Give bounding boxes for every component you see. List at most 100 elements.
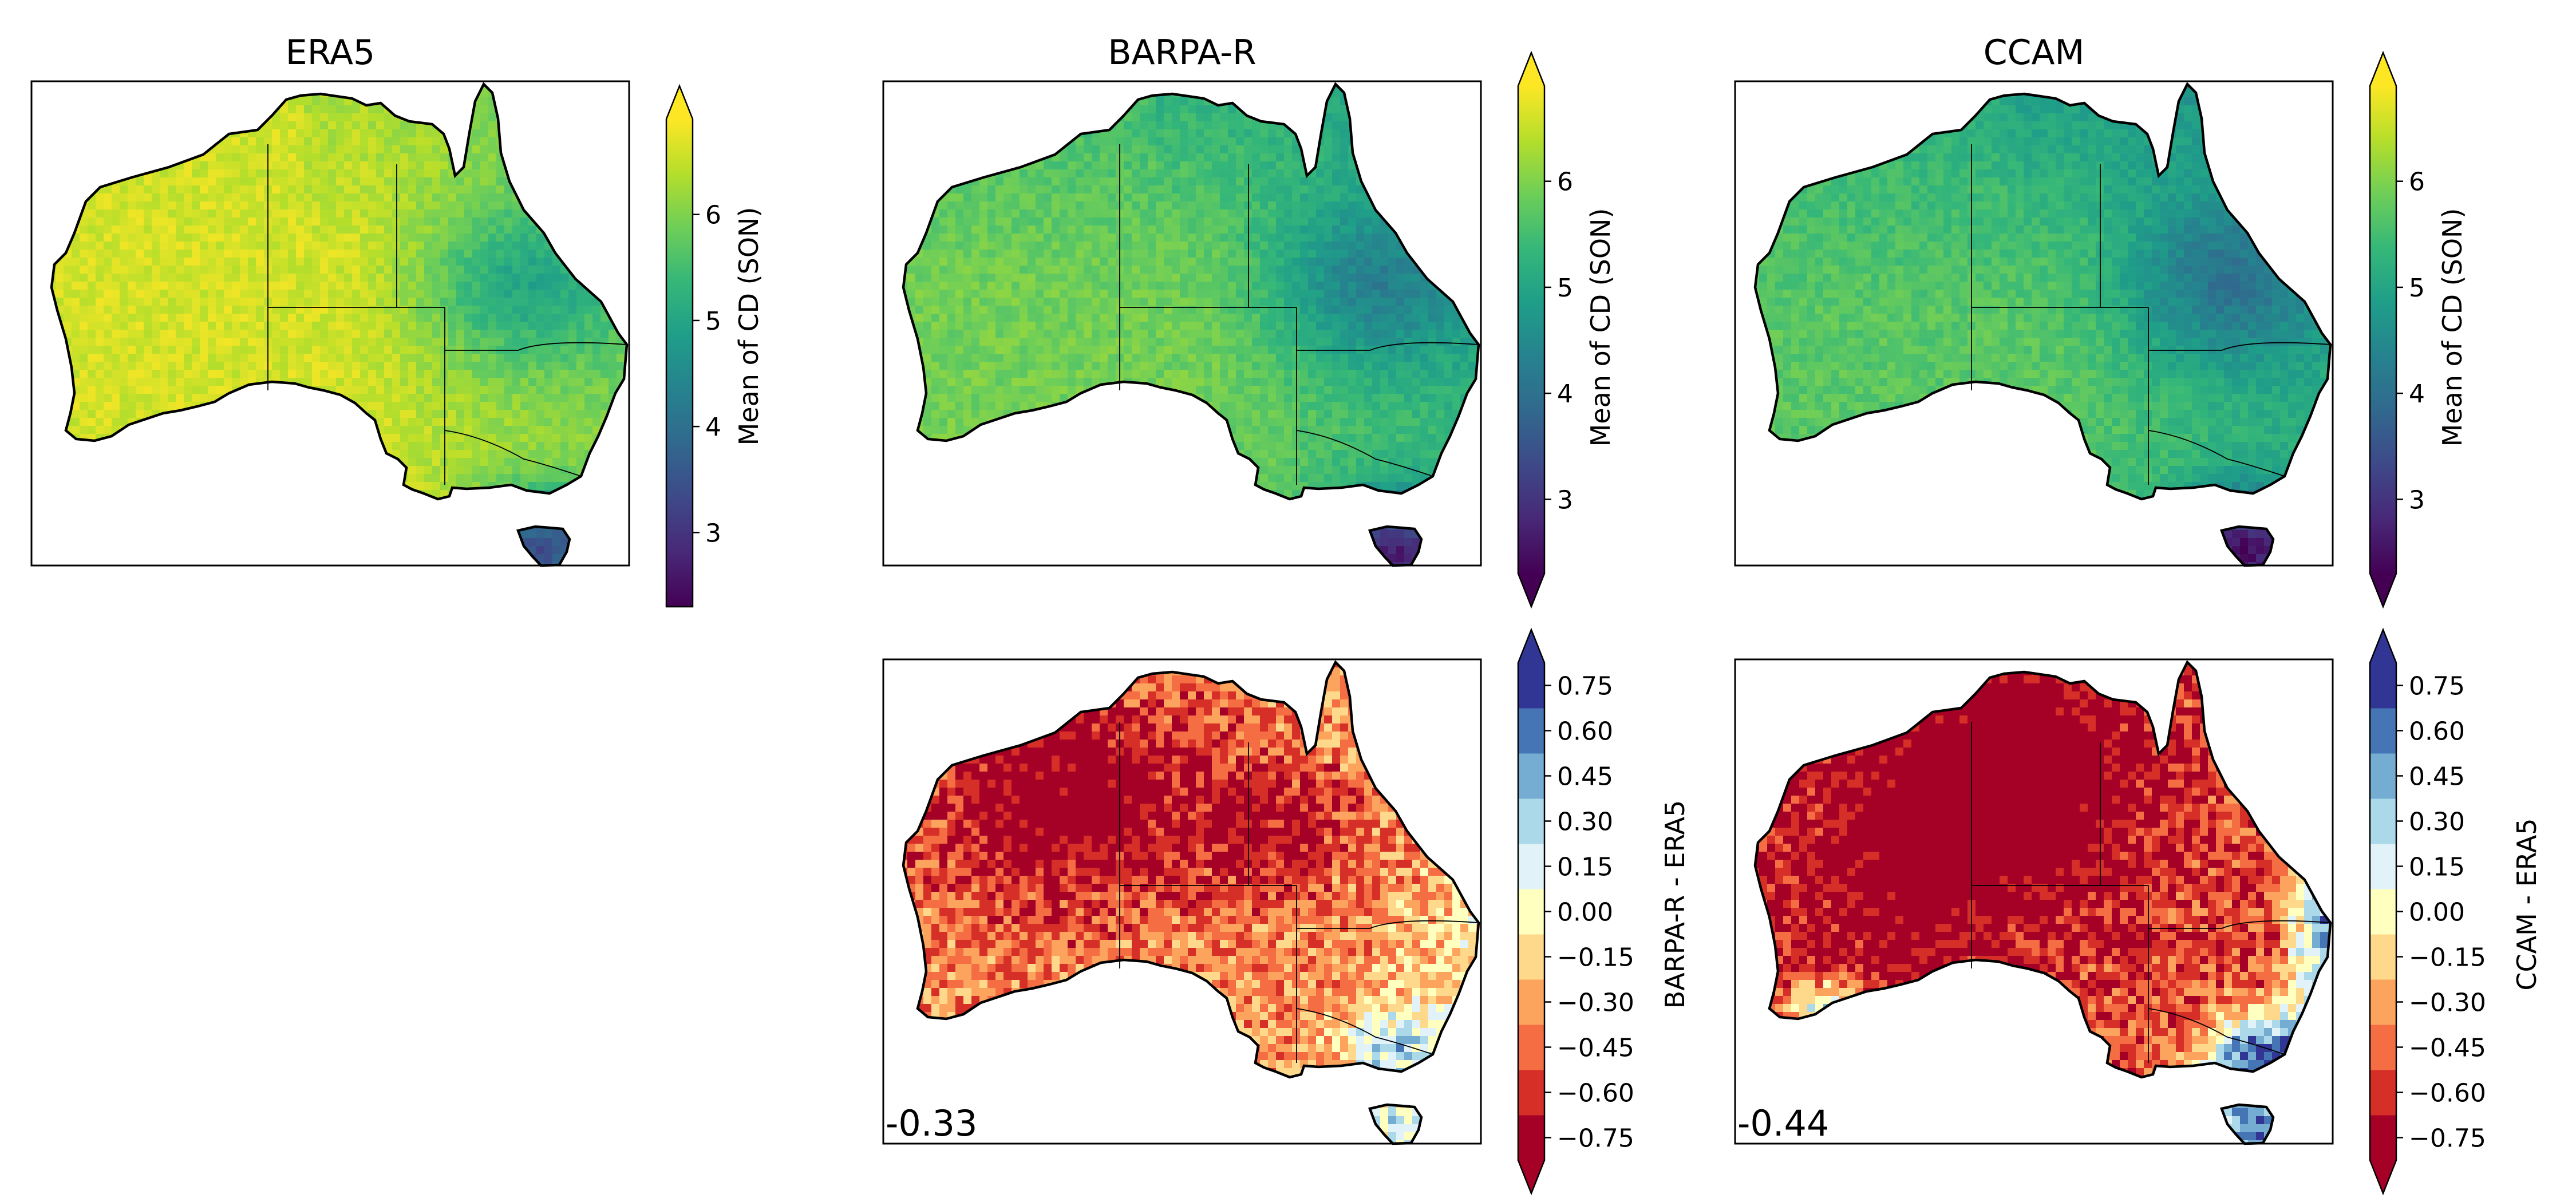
heatmap-cell	[368, 354, 377, 362]
heatmap-cell	[216, 201, 224, 210]
heatmap-cell	[208, 322, 216, 330]
heatmap-cell	[576, 113, 585, 122]
heatmap-cell	[248, 514, 256, 523]
heatmap-cell	[617, 434, 625, 442]
heatmap-cell	[496, 290, 505, 298]
heatmap-cell	[72, 153, 80, 162]
heatmap-cell	[352, 105, 361, 114]
heatmap-cell	[39, 362, 48, 370]
heatmap-cell	[112, 185, 120, 194]
heatmap-cell	[152, 426, 160, 434]
heatmap-cell	[472, 474, 481, 483]
heatmap-cell	[240, 282, 248, 290]
heatmap-cell	[272, 514, 280, 523]
heatmap-cell	[216, 450, 224, 458]
heatmap-cell	[120, 354, 128, 362]
heatmap-cell	[336, 250, 345, 258]
heatmap-cell	[144, 113, 152, 122]
heatmap-cell	[264, 410, 272, 418]
heatmap-cell	[568, 226, 577, 234]
heatmap-cell	[232, 466, 240, 475]
heatmap-cell	[104, 394, 112, 402]
heatmap-cell	[408, 105, 417, 114]
heatmap-cell	[368, 169, 377, 178]
heatmap-cell	[52, 346, 56, 354]
heatmap-cell	[544, 290, 553, 298]
heatmap-cell	[232, 402, 240, 410]
heatmap-cell	[232, 434, 240, 442]
heatmap-cell	[232, 137, 240, 146]
heatmap-cell	[152, 338, 160, 346]
heatmap-cell	[248, 338, 256, 346]
heatmap-cell	[344, 145, 353, 154]
heatmap-cell	[512, 177, 521, 186]
heatmap-cell	[160, 482, 168, 491]
heatmap-cell	[520, 514, 529, 523]
heatmap-cell	[552, 506, 561, 515]
heatmap-cell	[609, 426, 617, 434]
heatmap-cell	[584, 346, 593, 354]
heatmap-cell	[64, 185, 72, 194]
heatmap-cell	[120, 530, 128, 539]
heatmap-cell	[152, 538, 160, 547]
heatmap-cell	[256, 234, 264, 242]
heatmap-cell	[480, 145, 489, 154]
heatmap-cell	[528, 530, 537, 539]
heatmap-cell	[120, 482, 128, 491]
heatmap-cell	[96, 394, 104, 402]
heatmap-cell	[456, 498, 465, 507]
heatmap-cell	[128, 89, 136, 98]
heatmap-cell	[600, 322, 609, 330]
heatmap-cell	[352, 418, 361, 426]
heatmap-cell	[384, 538, 393, 547]
heatmap-cell	[160, 177, 168, 186]
heatmap-cell	[200, 161, 208, 170]
heatmap-cell	[520, 137, 529, 146]
heatmap-cell	[304, 434, 313, 442]
heatmap-cell	[552, 306, 561, 314]
heatmap-cell	[328, 450, 337, 458]
heatmap-cell	[120, 290, 128, 298]
heatmap-cell	[72, 474, 80, 483]
heatmap-cell	[352, 161, 361, 170]
heatmap-cell	[184, 322, 192, 330]
heatmap-cell	[609, 330, 617, 338]
heatmap-cell	[592, 121, 601, 130]
heatmap-cell	[96, 554, 104, 563]
heatmap-cell	[416, 410, 425, 418]
heatmap-cell	[296, 466, 305, 475]
heatmap-cell	[1044, 84, 1052, 90]
heatmap-cell	[112, 161, 120, 170]
heatmap-cell	[296, 498, 305, 507]
heatmap-cell	[552, 169, 561, 178]
heatmap-cell	[568, 330, 577, 338]
heatmap-cell	[376, 282, 385, 290]
heatmap-cell	[168, 538, 176, 547]
heatmap-cell	[168, 218, 176, 226]
heatmap-cell	[280, 530, 289, 539]
heatmap-cell	[288, 290, 297, 298]
heatmap-cell	[208, 113, 216, 122]
heatmap-cell	[552, 129, 561, 138]
heatmap-cell	[584, 330, 593, 338]
heatmap-cell	[56, 530, 64, 539]
heatmap-cell	[947, 89, 956, 98]
heatmap-cell	[368, 145, 377, 154]
heatmap-cell	[184, 201, 192, 210]
heatmap-cell	[496, 282, 505, 290]
heatmap-cell	[488, 362, 497, 370]
heatmap-cell	[312, 394, 321, 402]
heatmap-cell	[1148, 97, 1156, 106]
heatmap-cell	[488, 121, 497, 130]
heatmap-cell	[424, 450, 433, 458]
heatmap-cell	[296, 177, 305, 186]
heatmap-cell	[240, 193, 248, 202]
heatmap-cell	[168, 129, 176, 138]
heatmap-cell	[248, 426, 256, 434]
heatmap-cell	[160, 258, 168, 266]
heatmap-cell	[600, 554, 609, 563]
heatmap-cell	[456, 234, 465, 242]
heatmap-cell	[352, 378, 361, 386]
heatmap-cell	[256, 514, 264, 523]
heatmap-cell	[384, 490, 393, 499]
